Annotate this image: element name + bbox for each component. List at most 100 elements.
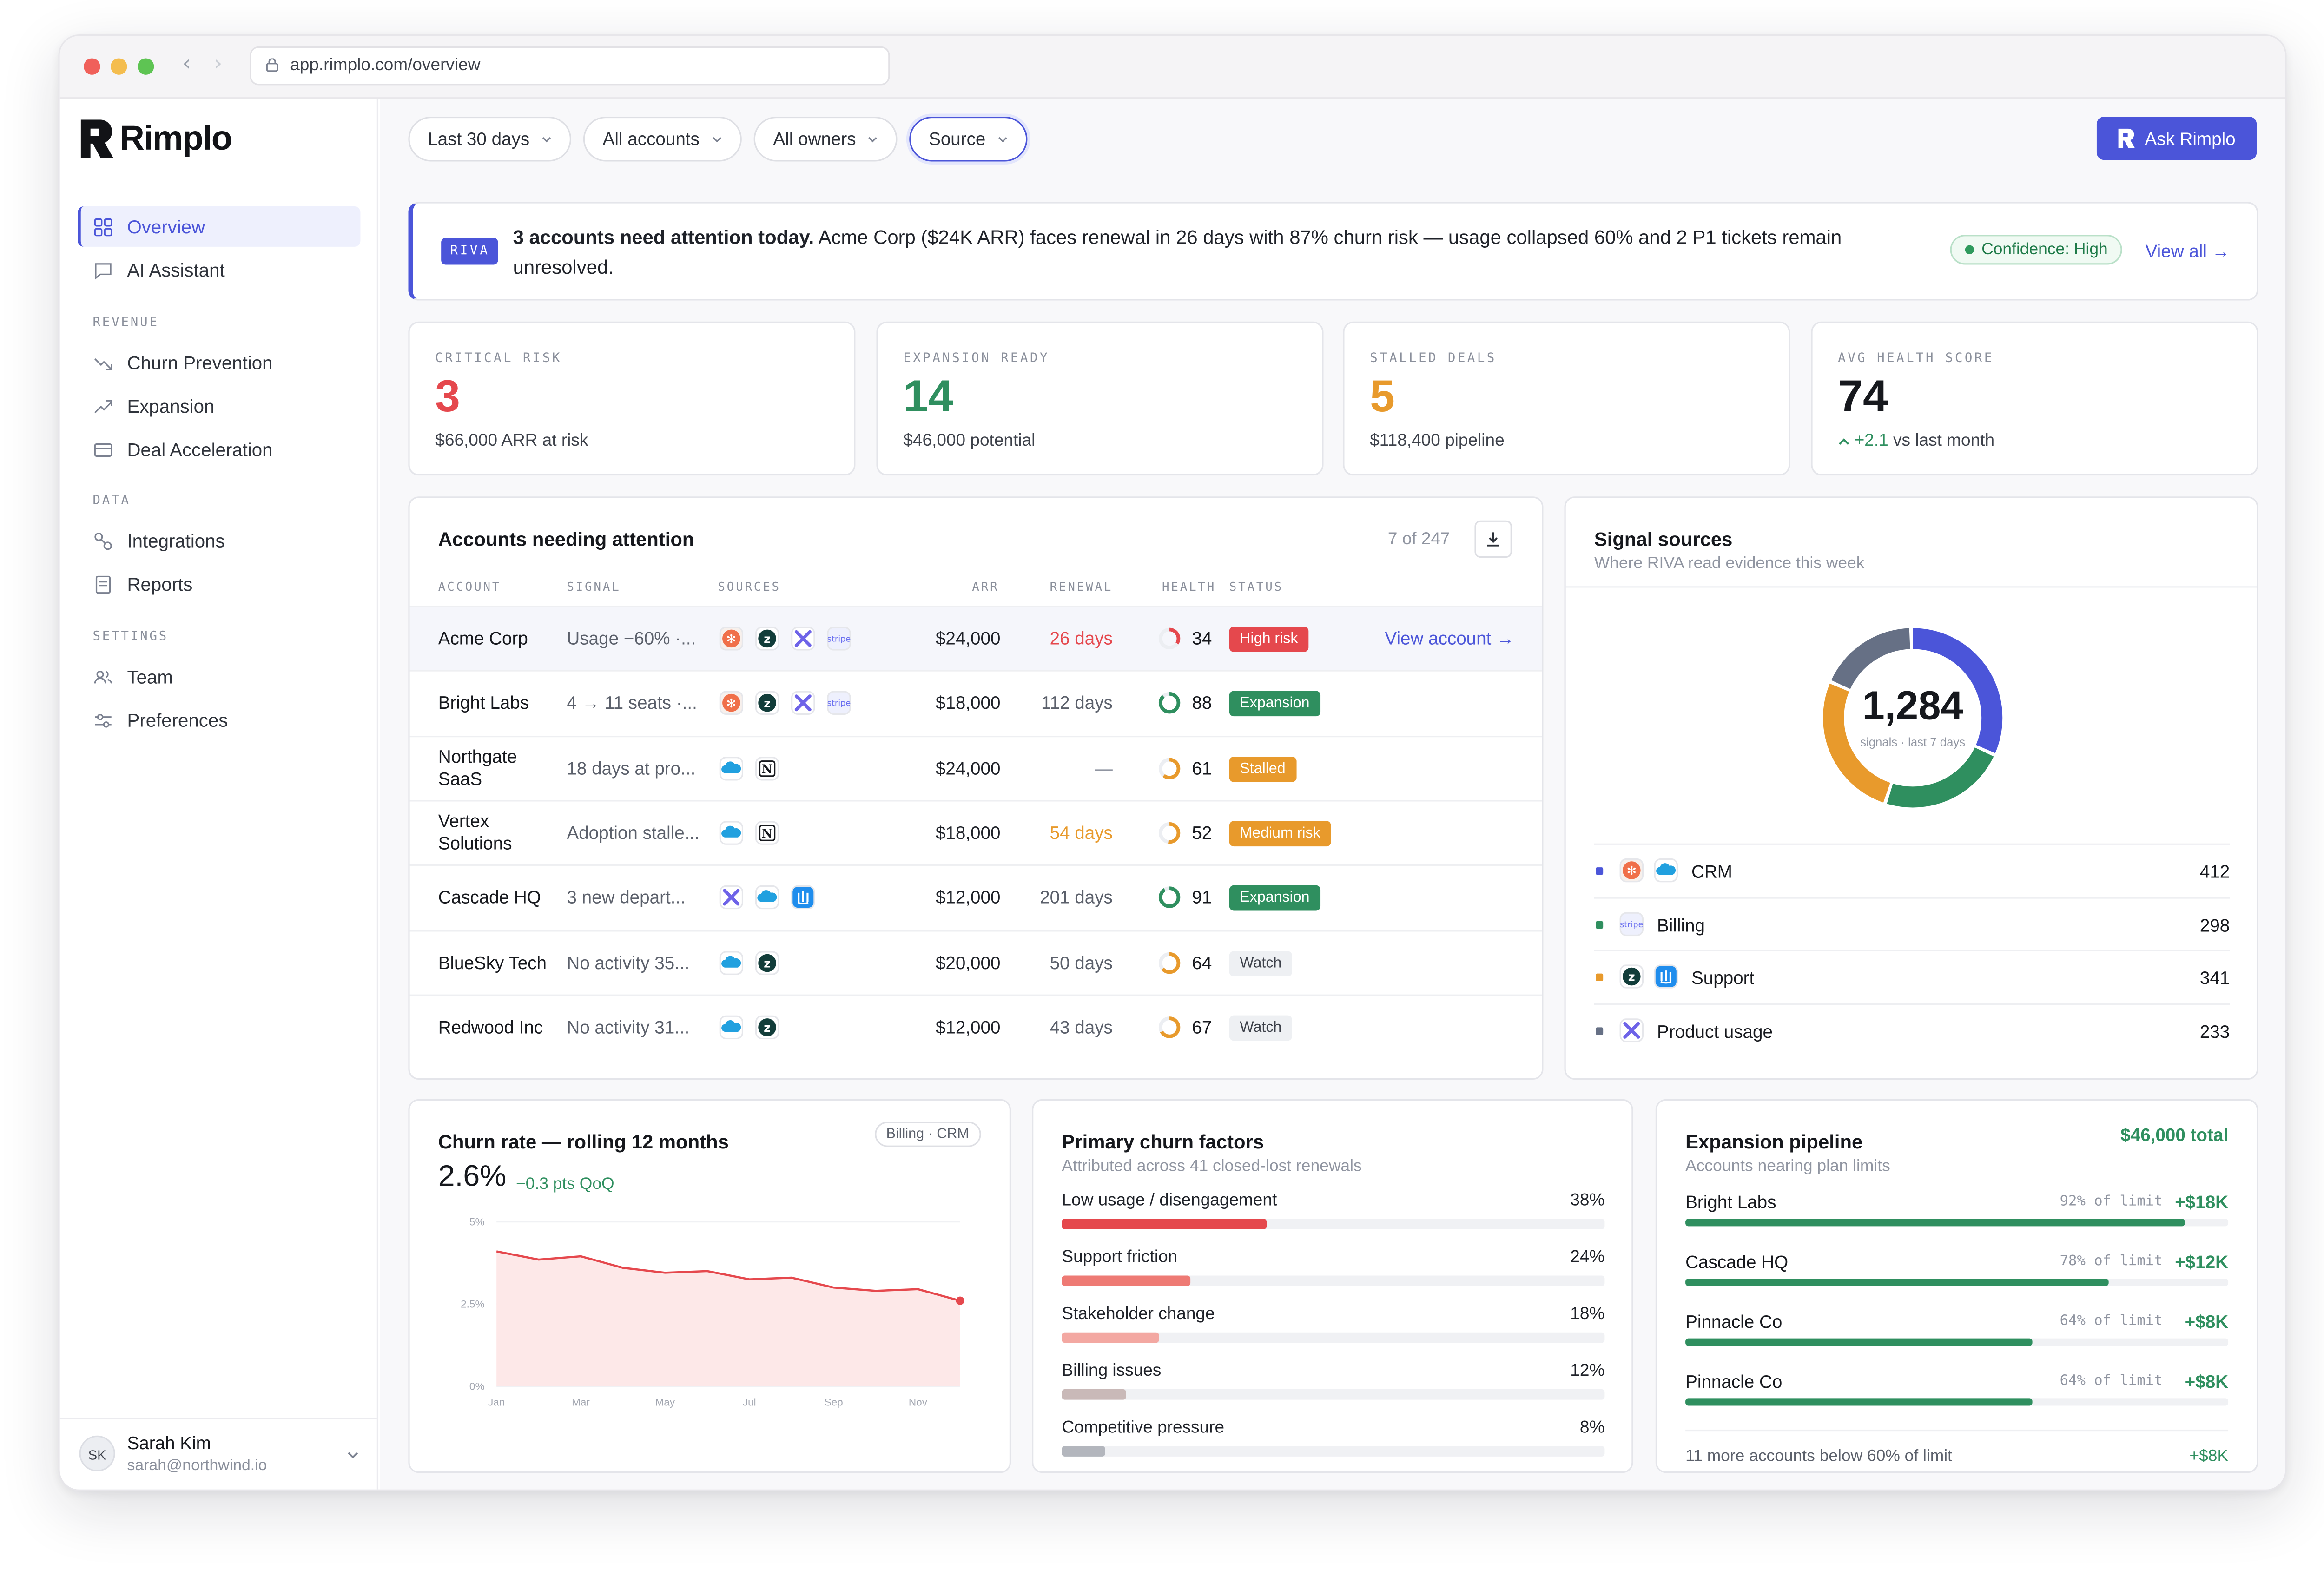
churn-factor-row[interactable]: Low usage / disengagement 38% bbox=[1062, 1192, 1605, 1248]
table-row[interactable]: Redwood Inc No activity 31... z $12,000 43 d… bbox=[409, 994, 1542, 1058]
arr-value: $18,000 bbox=[935, 693, 1001, 714]
donut-slice-crm[interactable] bbox=[1823, 628, 2003, 808]
legend-item[interactable]: z Support 341 bbox=[1594, 950, 2230, 1002]
table-row[interactable]: Northgate SaaS 18 days at pro... N $24,000 —… bbox=[409, 735, 1542, 799]
address-bar[interactable]: app.rimplo.com/overview bbox=[250, 46, 890, 86]
card-title: Primary churn factors bbox=[1062, 1130, 1264, 1153]
legend-item[interactable]: stripe Billing 298 bbox=[1594, 896, 2230, 949]
renewal-value: 50 days bbox=[1050, 951, 1113, 973]
pipeline-bar-track bbox=[1685, 1338, 2229, 1346]
back-arrow-icon[interactable]: ‹ bbox=[182, 52, 191, 77]
kpi-stalled-deals[interactable]: STALLED DEALS 5 $118,400 pipeline bbox=[1343, 321, 1790, 476]
rimplo-logo-icon bbox=[80, 119, 114, 158]
pipeline-value: +$18K bbox=[2175, 1192, 2229, 1213]
table-row[interactable]: Cascade HQ 3 new depart... $12,000 201 days… bbox=[409, 864, 1542, 929]
chevron-down-icon bbox=[542, 136, 551, 142]
pipeline-bar-fill bbox=[1685, 1398, 2033, 1406]
churn-factor-row[interactable]: Billing issues 12% bbox=[1062, 1362, 1605, 1419]
pipeline-limit: 78% of limit bbox=[2060, 1253, 2163, 1270]
sidebar-item-churn-prevention[interactable]: Churn Prevention bbox=[78, 343, 360, 383]
donut-slice-billing[interactable] bbox=[1823, 628, 2003, 808]
legend-item[interactable]: ✻ CRM 412 bbox=[1594, 843, 2230, 896]
link-icon bbox=[94, 532, 112, 549]
sidebar-item-expansion[interactable]: Expansion bbox=[78, 386, 360, 426]
renewal-value: 54 days bbox=[1050, 822, 1113, 844]
kpi-value: 5 bbox=[1370, 372, 1395, 422]
sidebar-item-integrations[interactable]: Integrations bbox=[78, 521, 360, 561]
forward-arrow-icon[interactable]: › bbox=[214, 52, 223, 77]
sidebar-item-deal-acceleration[interactable]: Deal Acceleration bbox=[78, 429, 360, 469]
factor-label: Competitive pressure bbox=[1062, 1419, 1225, 1438]
x-tick-label: Nov bbox=[909, 1396, 928, 1408]
sidebar-item-team[interactable]: Team bbox=[78, 656, 360, 697]
donut-slice-support[interactable] bbox=[1823, 628, 2003, 808]
kpi-sub: $46,000 potential bbox=[903, 432, 1036, 450]
filter-date-range[interactable]: Last 30 days bbox=[408, 116, 572, 162]
stripe-icon: stripe bbox=[1619, 911, 1644, 936]
filter-owners[interactable]: All owners bbox=[753, 116, 898, 162]
sidebar-item-overview[interactable]: Overview bbox=[78, 206, 361, 247]
table-row[interactable]: Vertex Solutions Adoption stalle... N $18,0… bbox=[409, 800, 1542, 864]
x-tick-label: Jul bbox=[743, 1396, 756, 1408]
sidebar-item-reports[interactable]: Reports bbox=[78, 564, 360, 604]
legend-item[interactable]: Product usage 233 bbox=[1594, 1003, 2230, 1055]
pipeline-row[interactable]: Bright Labs 92% of limit +$18K bbox=[1685, 1192, 2229, 1252]
salesforce-icon bbox=[1654, 858, 1678, 883]
salesforce-icon bbox=[719, 1015, 744, 1039]
zendesk-icon: z bbox=[755, 627, 779, 651]
factor-percent: 24% bbox=[1570, 1248, 1605, 1267]
kpi-avg-health-score[interactable]: AVG HEALTH SCORE 74 +2.1 vs last month bbox=[1811, 321, 2258, 476]
signal-text: No activity 35... bbox=[567, 951, 690, 973]
maximize-window-button[interactable] bbox=[138, 58, 154, 75]
sidebar-item-preferences[interactable]: Preferences bbox=[78, 700, 360, 740]
pipeline-row[interactable]: Pinnacle Co 64% of limit +$8K bbox=[1685, 1312, 2229, 1372]
lock-icon bbox=[266, 58, 278, 72]
card-title: Expansion pipeline bbox=[1685, 1130, 1863, 1153]
churn-factor-row[interactable]: Stakeholder change 18% bbox=[1062, 1305, 1605, 1362]
kpi-critical-risk[interactable]: CRITICAL RISK 3 $66,000 ARR at risk bbox=[408, 321, 856, 476]
close-window-button[interactable] bbox=[84, 58, 100, 75]
table-row[interactable]: BlueSky Tech No activity 35... z $20,000 50 … bbox=[409, 929, 1542, 994]
user-menu[interactable]: SK Sarah Kim sarah@northwind.io bbox=[59, 1418, 377, 1489]
filter-source[interactable]: Source bbox=[909, 116, 1028, 162]
factor-label: Support friction bbox=[1062, 1248, 1178, 1267]
stripe-icon: stripe bbox=[827, 627, 851, 651]
column-header: ARR bbox=[972, 580, 999, 594]
intercom-icon bbox=[1654, 964, 1678, 989]
factor-label: Stakeholder change bbox=[1062, 1305, 1215, 1324]
download-button[interactable] bbox=[1474, 520, 1512, 558]
chevron-down-icon bbox=[712, 136, 721, 142]
pipeline-row[interactable]: Pinnacle Co 64% of limit +$8K bbox=[1685, 1371, 2229, 1431]
kpi-expansion-ready[interactable]: EXPANSION READY 14 $46,000 potential bbox=[876, 321, 1324, 476]
kpi-delta-label: vs last month bbox=[1893, 432, 1995, 450]
legend-value: 298 bbox=[2199, 914, 2230, 936]
confidence-badge: Confidence: High bbox=[1950, 235, 2123, 265]
sliders-icon bbox=[95, 713, 112, 727]
view-all-link[interactable]: View all → bbox=[2145, 241, 2230, 262]
legend-label: CRM bbox=[1691, 861, 1732, 883]
churn-factor-row[interactable]: Support friction 24% bbox=[1062, 1248, 1605, 1306]
churn-factor-row[interactable]: Competitive pressure 8% bbox=[1062, 1419, 1605, 1476]
sidebar-item-ai-assistant[interactable]: AI Assistant bbox=[78, 250, 360, 290]
status-badge: High risk bbox=[1229, 627, 1309, 652]
table-row[interactable]: Acme Corp Usage −60% ·... ✻ z stripe $24,000 2… bbox=[409, 606, 1542, 670]
account-name: Acme Corp bbox=[438, 628, 528, 649]
legend-label: Support bbox=[1691, 967, 1755, 989]
churn-rate-card: Churn rate — rolling 12 months Billing ·… bbox=[408, 1099, 1011, 1473]
chevron-down-icon bbox=[998, 136, 1007, 142]
view-account-link[interactable]: View account → bbox=[1385, 628, 1514, 649]
status-badge: Stalled bbox=[1229, 756, 1296, 782]
confidence-label: Confidence: High bbox=[1981, 241, 2108, 259]
app-logo[interactable]: Rimplo bbox=[80, 118, 232, 158]
filter-accounts[interactable]: All accounts bbox=[583, 116, 741, 162]
status-badge: Expansion bbox=[1229, 885, 1320, 911]
status-dot-icon bbox=[1965, 245, 1974, 254]
pipeline-row[interactable]: Cascade HQ 78% of limit +$12K bbox=[1685, 1252, 2229, 1312]
y-tick-label: 5% bbox=[469, 1216, 485, 1228]
minimize-window-button[interactable] bbox=[111, 58, 127, 75]
pipeline-bar-track bbox=[1685, 1278, 2229, 1287]
renewal-value: 26 days bbox=[1050, 628, 1113, 649]
ask-rimplo-button[interactable]: Ask Rimplo bbox=[2096, 116, 2257, 160]
product-icon bbox=[791, 691, 815, 715]
table-row[interactable]: Bright Labs 4 → 11 seats ·... ✻ z stripe $18,… bbox=[409, 670, 1542, 734]
